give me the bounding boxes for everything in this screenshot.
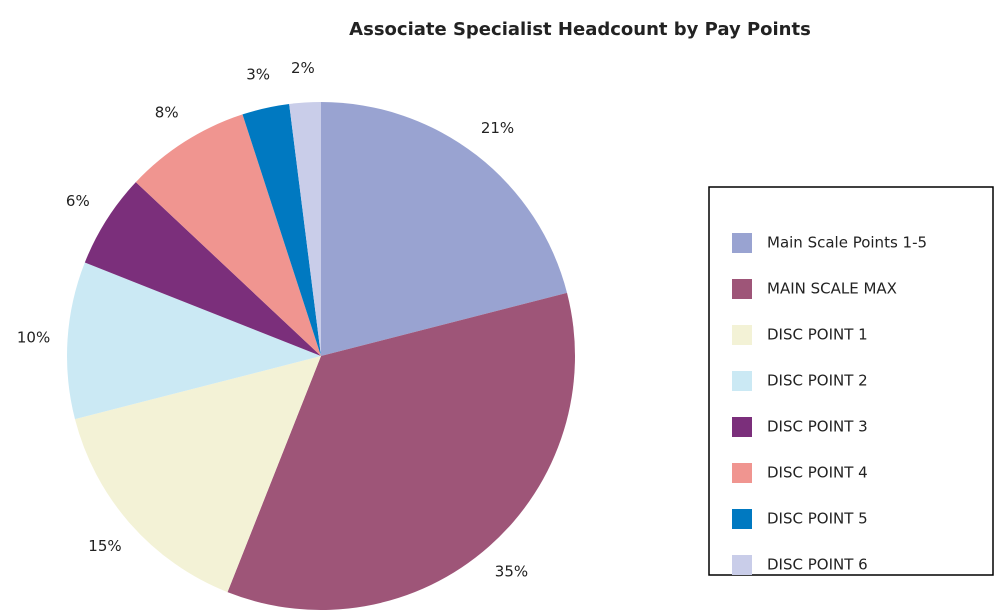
- legend-swatch: [732, 279, 752, 299]
- legend-swatch: [732, 417, 752, 437]
- pie-slice: [67, 262, 322, 420]
- chart-title: Associate Specialist Headcount by Pay Po…: [349, 19, 811, 40]
- legend-label: DISC POINT 1: [767, 326, 868, 344]
- pie-slice: [242, 104, 321, 356]
- legend-box: [708, 186, 994, 576]
- legend-label: DISC POINT 4: [767, 464, 868, 482]
- pie-slice: [135, 114, 321, 357]
- legend-swatch: [732, 509, 752, 529]
- data-label: 6%: [66, 192, 90, 210]
- legend-swatch: [732, 463, 752, 483]
- data-label: 15%: [88, 537, 121, 555]
- data-label: 10%: [17, 328, 50, 346]
- legend-label: DISC POINT 6: [767, 556, 868, 574]
- data-label: 3%: [246, 65, 270, 83]
- data-label: 8%: [155, 103, 179, 121]
- data-label: 2%: [291, 59, 315, 77]
- legend-label: DISC POINT 2: [767, 372, 868, 390]
- pie-slice: [289, 102, 321, 356]
- legend-label: DISC POINT 3: [767, 418, 868, 436]
- legend-swatch: [732, 555, 752, 575]
- data-label: 21%: [481, 119, 514, 137]
- legend-swatch: [732, 325, 752, 345]
- legend-label: Main Scale Points 1-5: [767, 234, 927, 252]
- pie-slice: [84, 182, 322, 356]
- legend-swatch: [732, 233, 752, 253]
- pie-slice: [74, 356, 321, 593]
- pie-slice: [227, 292, 575, 610]
- pie-slice: [321, 102, 568, 356]
- legend-label: DISC POINT 5: [767, 510, 868, 528]
- legend-label: MAIN SCALE MAX: [767, 280, 897, 298]
- legend-swatch: [732, 371, 752, 391]
- data-label: 35%: [495, 563, 528, 581]
